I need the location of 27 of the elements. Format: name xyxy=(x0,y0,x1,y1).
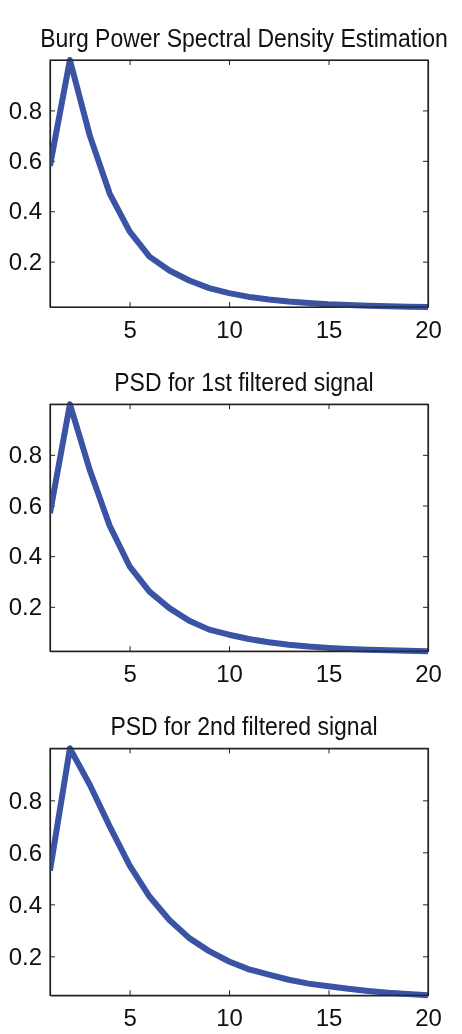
chart-title: PSD for 2nd filtered signal xyxy=(110,712,378,741)
y-tick-label: 0.4 xyxy=(8,890,42,918)
x-tick-label: 10 xyxy=(216,1004,243,1032)
x-tick-label: 10 xyxy=(216,660,243,688)
x-tick-label: 5 xyxy=(123,1004,137,1032)
y-tick-label: 0.8 xyxy=(8,786,42,814)
y-tick-label: 0.4 xyxy=(8,542,42,570)
y-tick-label: 0.8 xyxy=(8,96,42,124)
x-tick-label: 15 xyxy=(315,660,343,688)
y-tick-label: 0.8 xyxy=(8,441,42,469)
y-tick-label: 0.6 xyxy=(8,147,42,174)
x-tick-label: 15 xyxy=(315,316,343,344)
x-tick-label: 20 xyxy=(415,1004,442,1032)
y-tick-label: 0.2 xyxy=(8,593,42,621)
x-tick-label: 20 xyxy=(415,316,442,344)
x-tick-label: 5 xyxy=(123,316,137,344)
chart-title: Burg Power Spectral Density Estimation xyxy=(40,24,448,53)
x-tick-label: 5 xyxy=(123,660,137,688)
y-tick-label: 0.6 xyxy=(8,838,42,866)
y-tick-label: 0.2 xyxy=(8,247,42,275)
x-tick-label: 10 xyxy=(216,316,243,344)
x-tick-label: 15 xyxy=(315,1004,343,1032)
y-tick-label: 0.2 xyxy=(8,942,42,970)
chart-title: PSD for 1st filtered signal xyxy=(114,368,374,397)
y-tick-label: 0.4 xyxy=(8,197,42,225)
y-tick-label: 0.6 xyxy=(8,491,42,519)
x-tick-label: 20 xyxy=(415,660,442,688)
